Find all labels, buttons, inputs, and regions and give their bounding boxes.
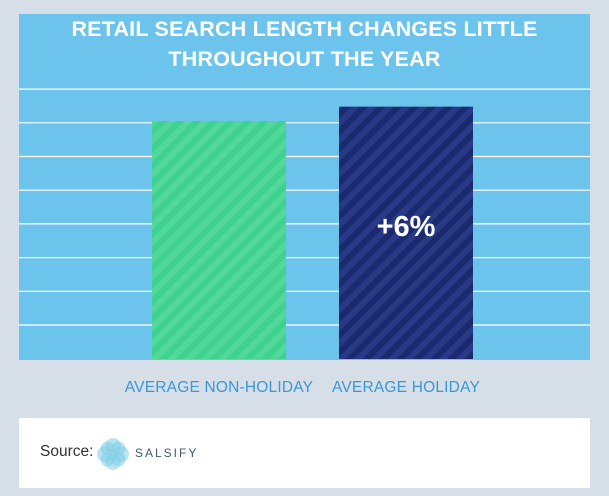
chart-plot-area	[19, 14, 590, 360]
chart-title: RETAIL SEARCH LENGTH CHANGES LITTLE THRO…	[0, 14, 609, 74]
bars: +6%	[152, 106, 473, 359]
chart-title-line-1: RETAIL SEARCH LENGTH CHANGES LITTLE	[71, 17, 538, 41]
bar-holiday	[339, 106, 473, 359]
bar-non-holiday	[152, 120, 286, 359]
chart-title-line-2: THROUGHOUT THE YEAR	[168, 47, 441, 71]
gridlines	[19, 88, 590, 326]
category-label-holiday: AVERAGE HOLIDAY	[332, 379, 480, 396]
source-label: Source:	[40, 443, 94, 460]
bar-annotation-holiday: +6%	[377, 211, 436, 243]
category-label-non-holiday: AVERAGE NON-HOLIDAY	[124, 379, 314, 396]
salsify-logo-icon	[97, 438, 129, 470]
salsify-logo-text: SALSIFY	[135, 446, 199, 460]
